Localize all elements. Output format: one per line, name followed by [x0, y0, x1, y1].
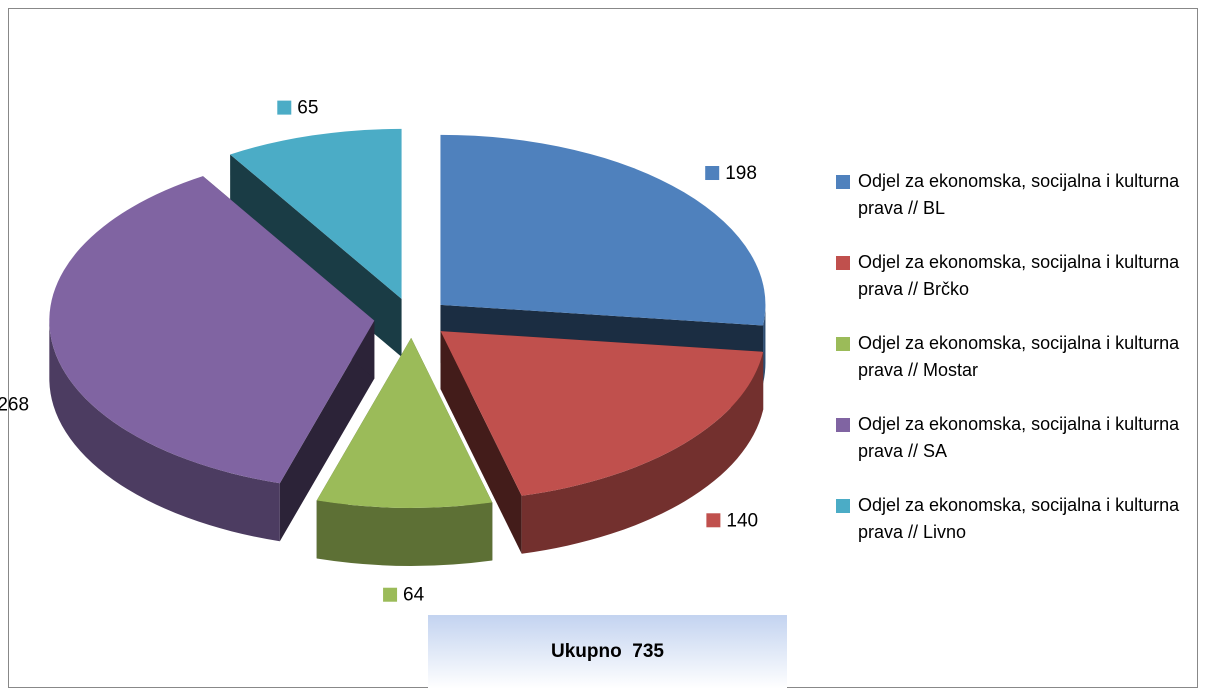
slice-top [440, 331, 764, 496]
slice-top [230, 128, 402, 299]
legend-item: Odjel za ekonomska, socijalna i kulturna… [836, 492, 1196, 573]
label-swatch [277, 100, 292, 115]
slice [230, 128, 402, 357]
slice-side [440, 331, 522, 554]
legend-item: Odjel za ekonomska, socijalna i kulturna… [836, 411, 1196, 492]
legend-swatch [836, 418, 850, 432]
legend-label: Odjel za ekonomska, socijalna i kulturna… [858, 414, 1180, 461]
legend-item: Odjel za ekonomska, socijalna i kulturna… [836, 330, 1196, 411]
slice [49, 176, 375, 542]
data-label: 198 [725, 163, 757, 184]
legend-label: Odjel za ekonomska, socijalna i kulturna… [858, 333, 1180, 380]
data-label: 140 [726, 510, 758, 531]
slice [440, 331, 764, 554]
legend: Odjel za ekonomska, socijalna i kulturna… [836, 168, 1196, 573]
slice-wall [763, 304, 766, 384]
slice-wall [316, 500, 493, 566]
data-label: 64 [403, 585, 425, 606]
slice-wall [49, 320, 280, 542]
slice-top [440, 134, 766, 326]
slice [316, 337, 493, 566]
legend-swatch [836, 337, 850, 351]
slice-top [316, 337, 493, 508]
legend-label: Odjel za ekonomska, socijalna i kulturna… [858, 495, 1180, 542]
data-label: 65 [297, 98, 318, 119]
slice-wall [521, 351, 764, 554]
legend-label: Odjel za ekonomska, socijalna i kulturna… [858, 252, 1180, 299]
legend-label: Odjel za ekonomska, socijalna i kulturna… [858, 171, 1180, 218]
legend-swatch [836, 256, 850, 270]
label-swatch [705, 166, 720, 181]
total-box: Ukupno 735 [428, 615, 787, 689]
slice-side [230, 154, 402, 357]
legend-item: Odjel za ekonomska, socijalna i kulturna… [836, 249, 1196, 330]
legend-item: Odjel za ekonomska, socijalna i kulturna… [836, 168, 1196, 249]
legend-swatch [836, 499, 850, 513]
label-swatch [383, 587, 398, 602]
slice-top [49, 176, 375, 484]
slice-side [279, 320, 375, 542]
legend-swatch [836, 175, 850, 189]
data-label: 268 [0, 394, 29, 415]
label-swatch [706, 513, 721, 528]
